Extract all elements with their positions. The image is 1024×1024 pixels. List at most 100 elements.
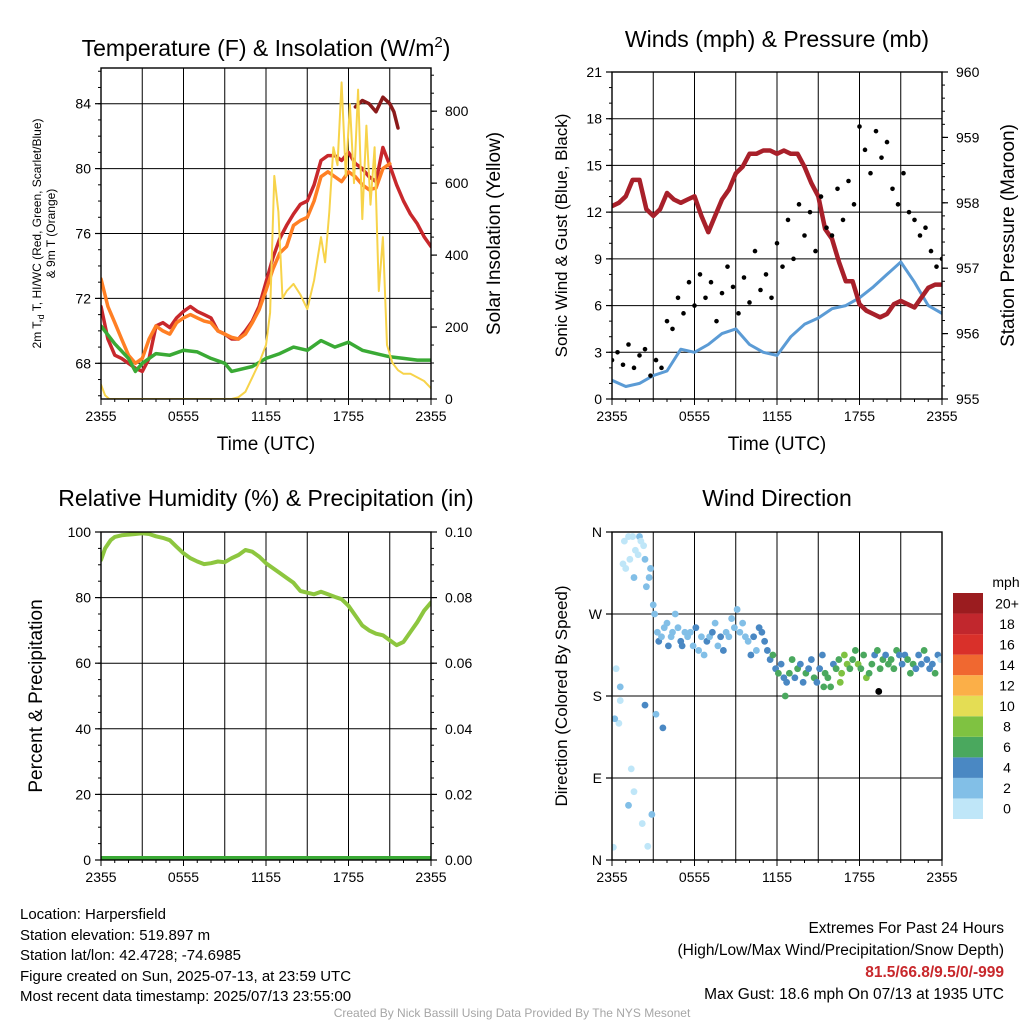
extremes-info: Extremes For Past 24 Hours (High/Low/Max… xyxy=(678,918,1005,1006)
direction-point xyxy=(923,656,931,663)
colorbar-label: 4 xyxy=(1003,760,1011,776)
direction-point xyxy=(711,619,719,627)
chart-title-text: Temperature (F) & Insolation (W/m xyxy=(82,35,435,61)
y-right-tick-label: 0.08 xyxy=(445,590,472,606)
direction-point xyxy=(642,583,650,591)
direction-point xyxy=(630,574,638,581)
colorbar-label: 12 xyxy=(999,677,1015,693)
colorbar-swatch xyxy=(953,777,983,799)
direction-point xyxy=(747,651,755,659)
gust-point xyxy=(752,248,758,254)
direction-point xyxy=(674,624,682,632)
direction-point xyxy=(816,665,824,673)
direction-point xyxy=(730,624,738,632)
gust-point xyxy=(692,303,697,308)
gust-point xyxy=(906,209,912,215)
gust-point xyxy=(840,217,846,223)
grid-lines xyxy=(101,532,431,860)
direction-point xyxy=(937,656,942,663)
direction-point xyxy=(895,651,903,659)
y-right-tick-label: 955 xyxy=(956,391,980,407)
colorbar-swatch xyxy=(953,736,983,758)
direction-point xyxy=(649,601,657,609)
y-axis-label-part: 2m T, xyxy=(30,319,44,348)
direction-point xyxy=(832,665,840,673)
direction-point xyxy=(890,665,898,673)
y-right-tick-label: 0.10 xyxy=(445,524,472,540)
direction-point xyxy=(904,656,912,663)
series-line-0 xyxy=(101,532,431,648)
y-right-tick-label: 956 xyxy=(956,326,980,342)
x-tick-label: 1155 xyxy=(251,408,281,424)
direction-point xyxy=(783,678,791,686)
direction-point xyxy=(634,551,642,559)
direction-point xyxy=(898,660,906,668)
y-tick-label: 68 xyxy=(75,355,91,371)
x-tick-label: 2355 xyxy=(85,408,116,424)
gust-point xyxy=(736,311,741,316)
direction-point xyxy=(736,628,744,636)
gust-point xyxy=(884,139,890,145)
direction-point xyxy=(678,642,686,650)
colorbar-label: 14 xyxy=(999,657,1015,673)
y-right-tick-label: 800 xyxy=(445,103,469,119)
gust-point xyxy=(758,287,763,293)
y-tick-label: N xyxy=(592,524,602,540)
colorbar-swatch xyxy=(953,634,983,655)
gust-point xyxy=(824,225,829,231)
direction-point xyxy=(758,628,766,636)
series-line-4 xyxy=(101,81,431,399)
gust-point xyxy=(664,318,670,324)
y-tick-label: 20 xyxy=(75,786,91,802)
gust-point xyxy=(637,353,642,358)
location-text: Location: Harpersfield xyxy=(20,906,166,923)
elevation-text: Station elevation: 519.897 m xyxy=(20,926,211,944)
direction-point xyxy=(875,688,883,695)
direction-point xyxy=(641,555,649,563)
direction-point xyxy=(620,537,628,545)
gust-point xyxy=(725,264,730,269)
gust-point xyxy=(802,233,807,238)
latlon-text: Station lat/lon: 42.4728; -74.6985 xyxy=(20,947,242,964)
y-tick-label: 18 xyxy=(586,111,602,127)
direction-point xyxy=(807,656,815,663)
chart-title-suffix: ) xyxy=(443,35,451,61)
y-tick-label: 0 xyxy=(83,852,91,868)
x-tick-label: 1755 xyxy=(333,869,364,885)
direction-point xyxy=(882,651,890,659)
colorbar-swatch xyxy=(953,716,983,737)
direction-point xyxy=(689,642,697,650)
direction-point xyxy=(788,656,796,663)
gust-point xyxy=(901,170,906,176)
gust-point xyxy=(851,202,857,207)
gust-point xyxy=(923,225,928,231)
y-tick-label: 72 xyxy=(75,290,91,306)
direction-point xyxy=(652,710,660,718)
direction-point xyxy=(763,647,771,654)
y-right-tick-label: 0.02 xyxy=(445,786,472,802)
gust-point xyxy=(818,194,824,199)
series-line-2 xyxy=(353,95,400,130)
gust-point xyxy=(791,256,796,262)
x-tick-label: 2355 xyxy=(596,408,627,424)
winds-pressure-chart: 0 3 6 9 12 15 18 21 955 956 957 958 959 960 2355 0555 11… xyxy=(552,26,1019,455)
x-axis-label: Time (UTC) xyxy=(217,434,316,455)
y-axis-label: Sonic Wind & Gust (Blue, Black) xyxy=(552,114,571,358)
x-axis-label: Time (UTC) xyxy=(728,434,827,455)
max-gust-text: Max Gust: 18.6 mph On 07/13 at 1935 UTC xyxy=(704,986,1004,1003)
gust-point xyxy=(785,217,791,223)
direction-point xyxy=(796,660,804,668)
direction-point xyxy=(744,637,752,645)
direction-point xyxy=(774,669,782,677)
direction-point xyxy=(912,665,920,673)
direction-point xyxy=(750,633,758,641)
direction-point xyxy=(695,647,703,654)
direction-point xyxy=(851,647,859,654)
direction-point xyxy=(728,615,736,622)
direction-point xyxy=(659,724,667,732)
direction-point xyxy=(813,678,821,686)
recent-data-text: Most recent data timestamp: 2025/07/13 2… xyxy=(20,988,352,1005)
direction-point xyxy=(733,606,741,613)
direction-point xyxy=(781,692,789,700)
direction-point xyxy=(647,565,654,572)
